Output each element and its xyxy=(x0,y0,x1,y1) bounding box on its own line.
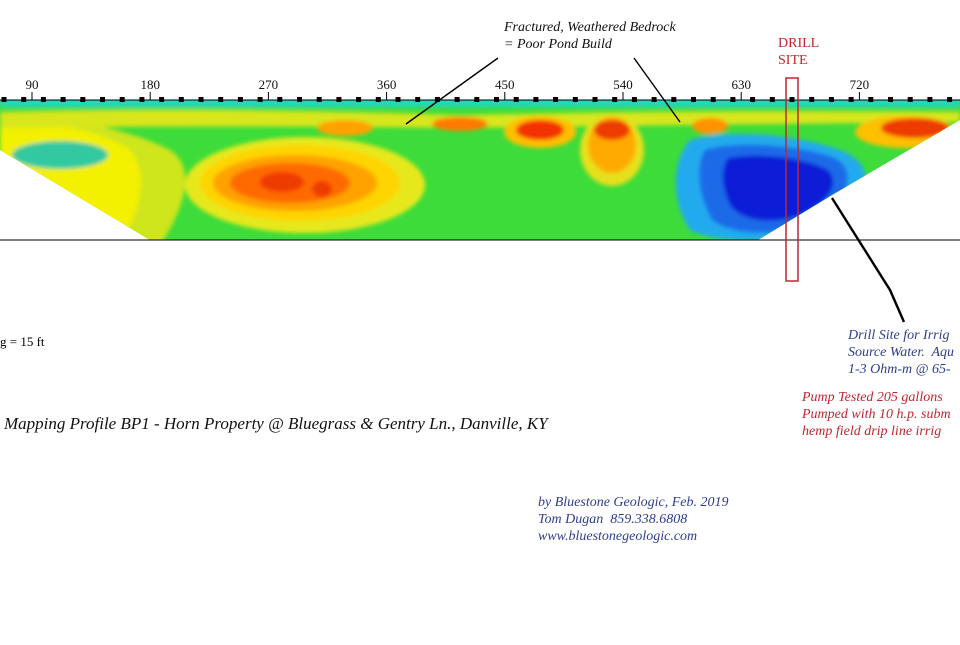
electrode-marker xyxy=(671,97,677,102)
electrode-marker xyxy=(828,97,834,102)
electrode-markers xyxy=(1,97,953,102)
aquifer-core xyxy=(722,155,834,221)
drill-label-line-1: DRILL xyxy=(778,36,820,51)
electrode-marker xyxy=(356,97,362,102)
pump-note-line-1: Pump Tested 205 gallons xyxy=(802,390,943,405)
shallow-spot-3 xyxy=(516,120,564,140)
pump-note-line-3: hemp field drip line irrig xyxy=(802,423,942,439)
electrode-marker xyxy=(513,97,519,102)
electrode-marker xyxy=(297,97,302,102)
axis-tick-label: 540 xyxy=(613,77,633,92)
electrode-marker xyxy=(40,97,46,102)
axis-tick-label: 270 xyxy=(259,77,279,92)
electrode-marker xyxy=(198,97,204,102)
electrode-marker xyxy=(395,97,401,102)
electrode-marker xyxy=(789,97,795,102)
drill-site-note: Drill Site for Irrig Source Water. Aqu 1-3… xyxy=(848,328,954,378)
electrode-marker xyxy=(218,97,224,102)
axis-tick-label: 180 xyxy=(140,77,160,92)
right-anomaly xyxy=(881,118,949,138)
drill-label-line-2: SITE xyxy=(778,52,808,68)
bedrock-note-line-1: Fractured, Weathered Bedrock xyxy=(504,20,676,35)
electrode-marker xyxy=(454,97,460,102)
central-anomaly-core-2 xyxy=(312,181,332,197)
axis-tick-label: 90 xyxy=(26,77,39,92)
electrode-marker xyxy=(375,97,381,102)
leader-line-drill-site xyxy=(830,197,906,323)
drill-site-marker xyxy=(785,77,799,282)
left-cyan-pocket xyxy=(12,141,108,169)
pump-note-line-2: Pumped with 10 h.p. subm xyxy=(802,406,951,422)
axis-tick-label: 360 xyxy=(377,77,397,92)
electrode-marker xyxy=(474,97,480,102)
electrode-marker xyxy=(119,97,125,102)
electrode-marker xyxy=(434,97,440,102)
bedrock-note-line-2: = Poor Pond Build xyxy=(504,36,612,52)
electrode-marker xyxy=(139,97,145,102)
electrode-marker xyxy=(592,97,598,102)
electrode-marker xyxy=(533,97,539,102)
electrode-marker xyxy=(730,97,736,102)
shallow-spot-4 xyxy=(692,118,728,134)
electrode-marker xyxy=(257,97,263,102)
bedrock-note: Fractured, Weathered Bedrock = Poor Pond … xyxy=(504,20,676,54)
shallow-spot-2 xyxy=(432,117,488,131)
axis-tick-label: 630 xyxy=(731,77,751,92)
electrode-marker xyxy=(888,97,893,102)
electrode-marker xyxy=(336,97,342,102)
electrode-marker xyxy=(612,97,618,102)
electrode-marker xyxy=(750,97,756,102)
electrode-marker xyxy=(553,97,559,102)
electrode-marker xyxy=(100,97,105,102)
drill-site-note-line-2: Source Water. Aqu xyxy=(848,344,955,360)
shallow-spot-1 xyxy=(317,120,373,136)
surface-layer xyxy=(0,100,960,107)
electrode-marker xyxy=(80,97,86,102)
leader-line-bedrock-left xyxy=(405,57,499,125)
distance-axis: 90 180 270 360 450 540 630 720 xyxy=(26,77,870,100)
credits-website: www.bluestonegeologic.com xyxy=(538,528,698,544)
drill-site-label: DRILL SITE xyxy=(778,36,819,70)
electrode-marker xyxy=(277,97,283,102)
leader-line-bedrock-right xyxy=(633,57,681,123)
mid-anomaly-core xyxy=(594,120,630,140)
electrode-marker xyxy=(927,97,933,102)
electrode-marker xyxy=(21,97,27,102)
electrode-marker xyxy=(848,97,854,102)
electrode-marker xyxy=(316,97,322,102)
electrode-marker xyxy=(809,97,815,102)
axis-tick-label: 720 xyxy=(850,77,870,92)
profile-title: Mapping Profile BP1 - Horn Property @ Bl… xyxy=(4,414,548,433)
electrode-marker xyxy=(769,97,775,102)
resistivity-section xyxy=(0,100,960,240)
electrode-marker xyxy=(415,97,421,102)
electrode-marker xyxy=(159,97,165,102)
electrode-marker xyxy=(178,97,184,102)
credits-author: by Bluestone Geologic, Feb. 2019 xyxy=(538,495,729,510)
pump-test-note: Pump Tested 205 gallons Pumped with 10 h.… xyxy=(802,390,951,440)
drill-site-note-line-1: Drill Site for Irrig xyxy=(848,328,950,343)
electrode-marker xyxy=(1,97,7,102)
electrode-marker xyxy=(494,97,499,102)
drill-site-note-line-3: 1-3 Ohm-m @ 65- xyxy=(848,361,951,377)
electrode-marker xyxy=(868,97,874,102)
electrode-marker xyxy=(651,97,657,102)
electrode-marker xyxy=(572,97,578,102)
electrode-marker xyxy=(947,97,953,102)
credits-block: by Bluestone Geologic, Feb. 2019 Tom Duga… xyxy=(538,495,729,545)
electrode-marker xyxy=(631,97,637,102)
electrode-marker xyxy=(710,97,716,102)
electrode-marker xyxy=(237,97,243,102)
central-anomaly-core-1 xyxy=(260,172,304,192)
axis-tick-label: 450 xyxy=(495,77,515,92)
electrode-marker xyxy=(907,97,913,102)
credits-contact: Tom Dugan 859.338.6808 xyxy=(538,511,688,527)
electrode-marker xyxy=(60,97,66,102)
electrode-marker xyxy=(691,97,696,102)
electrode-spacing-note: g = 15 ft xyxy=(0,334,45,349)
